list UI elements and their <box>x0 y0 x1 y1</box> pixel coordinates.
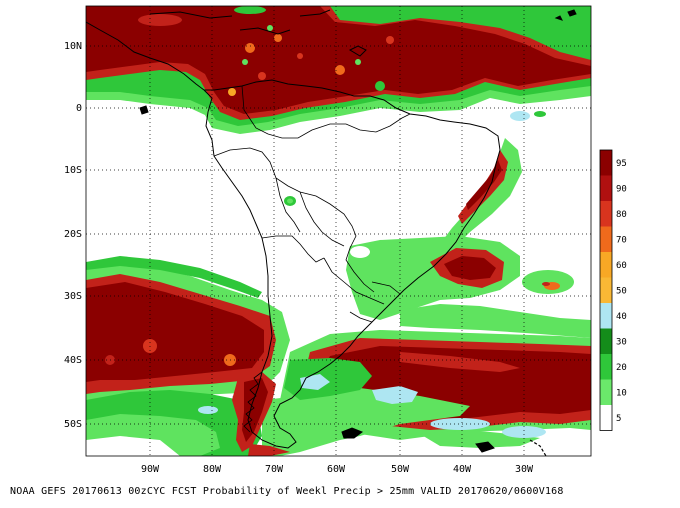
legend-swatch <box>600 252 612 278</box>
legend-swatch <box>600 201 612 227</box>
legend-swatch <box>600 354 612 380</box>
legend-swatch <box>600 328 612 354</box>
legend-swatch <box>600 405 612 431</box>
color-scale-legend: 95 90 80 70 60 50 40 30 20 10 5 <box>599 149 627 431</box>
lon-label: 90W <box>141 464 160 475</box>
legend-frame <box>599 149 613 431</box>
legend-swatch <box>600 379 612 405</box>
legend-label: 50 <box>616 286 627 296</box>
legend-label: 40 <box>616 312 627 322</box>
lat-label: 20S <box>64 229 82 240</box>
map-panel <box>86 6 591 456</box>
legend-swatch <box>600 226 612 252</box>
southern-green-zone <box>86 358 591 456</box>
legend-swatch <box>600 150 612 176</box>
lon-label: 30W <box>515 464 534 475</box>
lat-label: 30S <box>64 291 82 302</box>
map-caption: NOAA GEFS 20170613 00zCYC FCST Probabili… <box>10 486 564 497</box>
legend-label: 90 <box>616 184 627 194</box>
gridlines <box>86 6 591 456</box>
legend-label: 10 <box>616 388 627 398</box>
map-frame <box>85 5 592 457</box>
green-fringe <box>86 256 591 338</box>
legend-label: 20 <box>616 363 627 373</box>
legend-swatch <box>600 277 612 303</box>
legend-label: 30 <box>616 337 627 347</box>
lat-label: 0 <box>76 103 82 114</box>
longitude-labels: 90W 80W 70W 60W 50W 40W 30W <box>141 464 534 475</box>
legend-swatch <box>600 303 612 329</box>
lon-label: 50W <box>391 464 410 475</box>
south-atlantic-blob <box>284 196 574 320</box>
lon-label: 60W <box>327 464 346 475</box>
lon-label: 70W <box>265 464 284 475</box>
lon-label: 40W <box>453 464 472 475</box>
latitude-labels: 10N 0 10S 20S 30S 40S 50S <box>64 41 82 430</box>
lon-label: 80W <box>203 464 222 475</box>
legend-label: 80 <box>616 210 627 220</box>
lat-label: 50S <box>64 419 82 430</box>
legend-label: 95 <box>616 159 627 169</box>
legend-label: 70 <box>616 235 627 245</box>
lat-label: 10S <box>64 165 82 176</box>
legend-swatch <box>600 175 612 201</box>
legend-label: 5 <box>616 414 621 424</box>
lat-label: 40S <box>64 355 82 366</box>
coastlines <box>86 9 577 456</box>
legend-label: 60 <box>616 261 627 271</box>
lat-label: 10N <box>64 41 82 52</box>
